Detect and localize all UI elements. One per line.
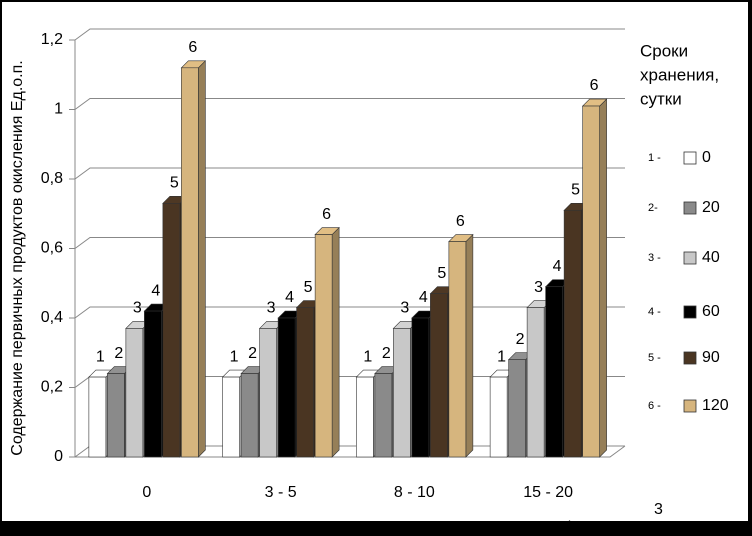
legend-prefix: 2- — [648, 202, 658, 214]
bar-side — [465, 233, 474, 458]
data-label: 1 — [230, 348, 239, 365]
legend-title: Сроки — [640, 41, 688, 60]
x-tick-label: 0 — [142, 484, 151, 501]
legend-prefix: 1 - — [648, 152, 661, 164]
data-label: 5 — [304, 279, 313, 296]
data-label: 5 — [170, 175, 179, 192]
data-label: 6 — [590, 77, 599, 94]
legend-prefix: 5 - — [648, 352, 661, 364]
bar — [508, 359, 526, 458]
data-label: 5 — [571, 181, 580, 198]
data-label: 1 — [363, 348, 372, 365]
data-label: 5 — [437, 265, 446, 282]
data-label: 6 — [322, 206, 331, 223]
bar — [240, 373, 259, 458]
bar — [356, 376, 374, 458]
x-axis-title: Концентрация озона , мг/м — [383, 519, 581, 536]
data-label: 3 — [400, 300, 409, 317]
bar — [277, 317, 296, 458]
bar — [411, 317, 430, 458]
data-label: 1 — [96, 348, 105, 365]
data-label: 2 — [114, 345, 123, 362]
x-tick-label: 15 - 20 — [523, 484, 573, 501]
data-label: 6 — [188, 39, 197, 56]
y-tick-label: 0,8 — [41, 170, 63, 187]
data-label: 6 — [456, 213, 465, 230]
legend-swatch — [683, 151, 697, 165]
y-tick-label: 0,2 — [41, 379, 63, 396]
grid-line — [74, 237, 625, 249]
legend-swatch — [683, 399, 697, 413]
data-label: 4 — [285, 289, 294, 306]
bar — [563, 209, 582, 458]
bar — [374, 373, 393, 458]
bar-side — [599, 98, 607, 458]
bar — [162, 203, 181, 458]
bar — [582, 105, 600, 458]
bar — [314, 234, 333, 458]
legend-swatch — [683, 201, 697, 215]
legend-swatch — [683, 305, 697, 319]
bar — [545, 286, 563, 458]
data-label: 3 — [534, 279, 543, 296]
bar — [526, 307, 545, 458]
y-tick-label: 1 — [54, 101, 63, 118]
bar — [181, 67, 199, 458]
bar — [144, 310, 162, 458]
data-label: 4 — [151, 282, 160, 299]
data-label: 1 — [497, 348, 506, 365]
y-tick-label: 0 — [54, 448, 63, 465]
x-tick-label: 8 - 10 — [394, 484, 435, 501]
data-label: 2 — [248, 345, 257, 362]
data-label: 3 — [267, 300, 276, 317]
legend-swatch — [683, 251, 697, 265]
legend-prefix: 4 - — [648, 306, 661, 318]
legend-label: 120 — [702, 397, 729, 414]
bar — [393, 328, 411, 458]
y-tick-label: 1,2 — [41, 31, 63, 48]
bar — [430, 293, 448, 458]
x-tick-label: 3 - 5 — [265, 484, 297, 501]
data-label: 4 — [419, 289, 428, 306]
legend-label: 20 — [702, 199, 720, 216]
legend-title: сутки — [640, 89, 682, 108]
data-label: 2 — [382, 345, 391, 362]
legend-swatch — [683, 351, 697, 365]
y-tick-label: 0,6 — [41, 240, 63, 257]
y-tick-label: 0,4 — [41, 309, 63, 326]
bar-side — [198, 60, 206, 458]
legend-label: 60 — [702, 303, 720, 320]
bar — [222, 376, 240, 458]
legend-label: 40 — [702, 249, 720, 266]
data-label: 3 — [133, 300, 142, 317]
legend-label: 90 — [702, 349, 720, 366]
legend-title: хранения, — [640, 65, 719, 84]
bar — [259, 328, 277, 458]
legend-prefix: 6 - — [648, 400, 661, 412]
bar — [88, 376, 107, 458]
legend-prefix: 3 - — [648, 252, 661, 264]
legend-label: 0 — [702, 149, 711, 166]
bar-side — [331, 226, 340, 458]
x-axis-title-superscript: 3 — [654, 501, 663, 518]
bar — [125, 328, 144, 458]
data-label: 4 — [553, 258, 562, 275]
grid-line — [74, 28, 625, 41]
grid-line — [74, 167, 625, 180]
grid-line — [74, 98, 625, 110]
y-axis-title: Содержание первичных продуктов окисления… — [9, 60, 26, 455]
bar — [107, 373, 125, 458]
data-label: 2 — [516, 331, 525, 348]
bar — [448, 241, 467, 458]
bar — [296, 307, 314, 458]
bar — [489, 376, 508, 458]
